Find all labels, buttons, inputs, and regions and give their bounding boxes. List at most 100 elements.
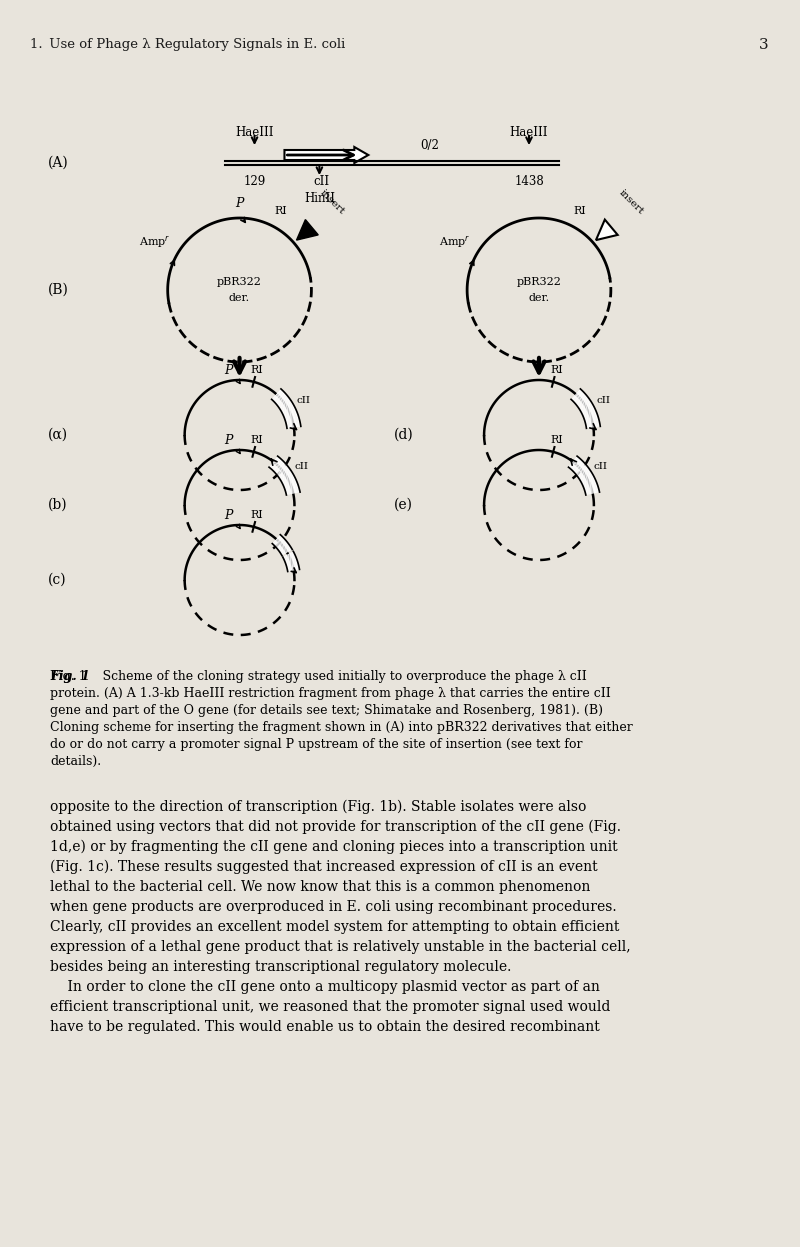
Polygon shape <box>281 474 294 481</box>
Polygon shape <box>576 395 587 405</box>
Text: Fig. 1: Fig. 1 <box>50 670 90 683</box>
Polygon shape <box>297 219 318 241</box>
Polygon shape <box>279 471 292 479</box>
Polygon shape <box>582 408 595 415</box>
Text: (Fig. 1c). These results suggested that increased expression of cII is an event: (Fig. 1c). These results suggested that … <box>50 860 598 874</box>
Polygon shape <box>586 491 599 495</box>
Text: RI: RI <box>250 510 263 520</box>
Polygon shape <box>280 546 290 554</box>
Polygon shape <box>283 408 296 415</box>
Polygon shape <box>280 402 292 410</box>
Text: when gene products are overproduced in E. coli using recombinant procedures.: when gene products are overproduced in E… <box>50 900 617 914</box>
Text: (α): (α) <box>48 428 68 441</box>
Text: P: P <box>224 510 233 522</box>
Polygon shape <box>583 412 597 418</box>
Polygon shape <box>279 545 290 552</box>
Polygon shape <box>584 414 598 419</box>
Polygon shape <box>274 393 286 403</box>
Polygon shape <box>286 562 298 566</box>
Polygon shape <box>285 414 298 420</box>
Text: Amp$^r$: Amp$^r$ <box>139 234 171 249</box>
Polygon shape <box>581 475 594 483</box>
Polygon shape <box>585 416 598 421</box>
Text: HaeIII: HaeIII <box>510 126 548 138</box>
Polygon shape <box>586 425 600 428</box>
Polygon shape <box>586 423 600 426</box>
Polygon shape <box>582 408 595 414</box>
Polygon shape <box>272 389 282 400</box>
Polygon shape <box>570 458 581 469</box>
Polygon shape <box>283 410 297 416</box>
Polygon shape <box>582 407 594 414</box>
Polygon shape <box>280 545 290 552</box>
Polygon shape <box>274 463 286 473</box>
Polygon shape <box>281 473 293 480</box>
Text: P: P <box>224 434 233 448</box>
Text: cII: cII <box>596 397 610 405</box>
Polygon shape <box>581 404 594 412</box>
Polygon shape <box>583 410 596 416</box>
Polygon shape <box>586 419 599 423</box>
Text: insert: insert <box>318 187 346 216</box>
Polygon shape <box>274 537 284 546</box>
Polygon shape <box>287 569 299 571</box>
Polygon shape <box>282 551 294 557</box>
Polygon shape <box>277 466 289 475</box>
Text: der.: der. <box>529 293 550 303</box>
Polygon shape <box>574 464 586 474</box>
Polygon shape <box>580 403 592 410</box>
Polygon shape <box>576 397 588 405</box>
Text: 0/2: 0/2 <box>420 138 438 151</box>
Polygon shape <box>282 405 294 413</box>
Polygon shape <box>278 399 290 408</box>
Text: Fig. 1    Scheme of the cloning strategy used initially to overproduce the phage: Fig. 1 Scheme of the cloning strategy us… <box>50 670 633 768</box>
Polygon shape <box>283 554 294 559</box>
Polygon shape <box>279 400 291 409</box>
Polygon shape <box>283 552 294 559</box>
Polygon shape <box>572 460 582 470</box>
Polygon shape <box>583 481 597 488</box>
Polygon shape <box>582 479 595 485</box>
Polygon shape <box>285 557 296 562</box>
Text: RI: RI <box>250 435 263 445</box>
Polygon shape <box>286 423 301 426</box>
Polygon shape <box>286 491 300 495</box>
Polygon shape <box>572 460 583 471</box>
Polygon shape <box>278 541 287 550</box>
Polygon shape <box>287 565 298 569</box>
Polygon shape <box>584 483 597 489</box>
Text: Amp$^r$: Amp$^r$ <box>439 234 470 249</box>
Polygon shape <box>278 468 290 478</box>
Polygon shape <box>286 418 299 423</box>
Polygon shape <box>586 421 599 425</box>
Polygon shape <box>571 389 582 400</box>
Text: P: P <box>224 364 233 378</box>
Polygon shape <box>578 399 590 408</box>
Polygon shape <box>574 392 584 403</box>
Polygon shape <box>269 456 278 468</box>
Polygon shape <box>573 392 583 402</box>
Polygon shape <box>581 475 594 483</box>
Polygon shape <box>584 414 598 420</box>
Text: pBR322: pBR322 <box>217 277 262 287</box>
Polygon shape <box>286 490 300 494</box>
Polygon shape <box>586 420 599 424</box>
Polygon shape <box>280 471 292 480</box>
Polygon shape <box>286 419 299 423</box>
Polygon shape <box>287 566 299 570</box>
Text: 1438: 1438 <box>514 175 544 188</box>
Polygon shape <box>278 397 289 407</box>
Polygon shape <box>287 567 299 571</box>
Text: P: P <box>235 197 244 209</box>
Polygon shape <box>278 542 288 550</box>
Polygon shape <box>283 409 296 416</box>
Polygon shape <box>286 421 300 425</box>
Polygon shape <box>571 459 582 470</box>
Text: lethal to the bacterial cell. We now know that this is a common phenomenon: lethal to the bacterial cell. We now kno… <box>50 880 590 894</box>
Polygon shape <box>272 389 282 400</box>
Text: HinII: HinII <box>304 192 335 205</box>
Text: (b): (b) <box>48 498 67 513</box>
Polygon shape <box>282 549 292 555</box>
Text: opposite to the direction of transcription (Fig. 1b). Stable isolates were also: opposite to the direction of transcripti… <box>50 801 586 814</box>
Polygon shape <box>286 559 297 564</box>
